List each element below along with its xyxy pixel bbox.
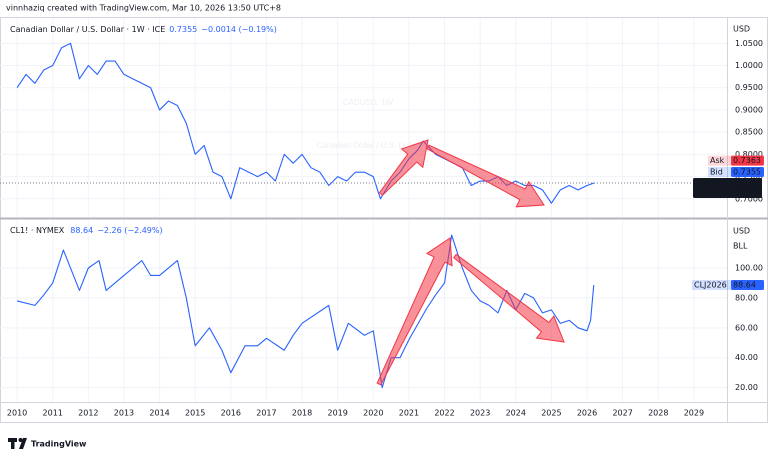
y-tick-label: 100.00 bbox=[735, 264, 763, 273]
x-tick-label: 2013 bbox=[114, 409, 134, 418]
y-tick-label: 0.8000 bbox=[735, 150, 763, 159]
price-badge-name-bg bbox=[692, 279, 731, 290]
price-badge-name-bg bbox=[708, 155, 731, 166]
watermark-subtitle: Canadian Dollar / U.S. Dollar bbox=[317, 141, 420, 150]
x-tick-label: 2017 bbox=[256, 409, 276, 418]
x-tick-label: 2024 bbox=[506, 409, 526, 418]
y-tick-label: 60.00 bbox=[735, 323, 758, 332]
unit: BLL bbox=[733, 242, 748, 251]
footer-logo: TradingView bbox=[31, 440, 87, 449]
legend-change: −2.26 (−2.49%) bbox=[97, 226, 162, 235]
price-badge-name: Bid bbox=[710, 168, 723, 177]
price-badge-value: 0.7355 bbox=[734, 179, 762, 188]
x-tick-label: 2014 bbox=[149, 409, 169, 418]
price-badge-name-bg bbox=[708, 167, 731, 178]
legend: CL1! · NYMEX 88.64 −2.26 (−2.49%) bbox=[10, 226, 163, 235]
y-tick-label: 80.00 bbox=[735, 293, 758, 302]
x-tick-label: 2027 bbox=[612, 409, 632, 418]
x-tick-label: 2029 bbox=[684, 409, 704, 418]
y-tick-label: 0.7000 bbox=[735, 194, 763, 203]
legend-name: CL1! · NYMEX bbox=[10, 226, 65, 235]
legend-price: 0.7355 bbox=[169, 25, 197, 34]
x-tick-label: 2021 bbox=[399, 409, 419, 418]
currency: USD bbox=[733, 25, 750, 34]
x-tick-label: 2011 bbox=[43, 409, 63, 418]
price-badge-name: Ask bbox=[710, 156, 725, 165]
x-tick-label: 2025 bbox=[541, 409, 561, 418]
annotation-arrow bbox=[426, 144, 545, 208]
price-badge bbox=[731, 279, 764, 290]
x-tick-label: 2028 bbox=[648, 409, 668, 418]
price-badge bbox=[731, 155, 764, 166]
x-tick-label: 2026 bbox=[577, 409, 597, 418]
legend: Canadian Dollar / U.S. Dollar · 1W · ICE… bbox=[10, 25, 277, 34]
y-tick-label: 0.9500 bbox=[735, 83, 763, 92]
price-badge-name: CLJ2026 bbox=[694, 280, 727, 289]
footer-logo-icon bbox=[8, 438, 27, 449]
x-tick-label: 2020 bbox=[363, 409, 383, 418]
y-tick-label: 20.00 bbox=[735, 383, 758, 392]
annotation-arrow bbox=[378, 139, 429, 196]
x-tick-label: 2022 bbox=[434, 409, 454, 418]
y-tick-label: 0.9000 bbox=[735, 105, 763, 114]
legend-price: 88.64 bbox=[70, 226, 93, 235]
legend-change: −0.0014 (−0.19%) bbox=[201, 25, 277, 34]
x-tick-label: 2019 bbox=[327, 409, 347, 418]
plot-layer: 0.70000.75000.80000.85000.90000.95001.00… bbox=[0, 18, 764, 418]
price-badge-value: 0.7355 bbox=[733, 168, 761, 177]
legend-name: Canadian Dollar / U.S. Dollar · 1W · ICE bbox=[10, 25, 165, 34]
price-badge-value: 0.7363 bbox=[733, 156, 761, 165]
price-line bbox=[16, 234, 595, 389]
annotation-arrow bbox=[453, 253, 565, 343]
x-tick-label: 2018 bbox=[292, 409, 312, 418]
x-tick-label: 2023 bbox=[470, 409, 490, 418]
y-tick-label: 0.8500 bbox=[735, 128, 763, 137]
y-tick-label: 1.0500 bbox=[735, 39, 763, 48]
price-badge bbox=[731, 167, 764, 178]
price-badge-name: CADUSD bbox=[696, 179, 734, 188]
countdown: 3d 17h bbox=[734, 189, 762, 198]
x-tick-label: 2012 bbox=[78, 409, 98, 418]
x-tick-label: 2015 bbox=[185, 409, 205, 418]
y-tick-label: 1.0000 bbox=[735, 61, 763, 70]
price-badge bbox=[693, 178, 762, 199]
y-tick-label: 40.00 bbox=[735, 353, 758, 362]
x-tick-label: 2010 bbox=[7, 409, 27, 418]
credit: vinnhaziq created with TradingView.com, … bbox=[6, 4, 281, 13]
price-badge-value: 88.64 bbox=[733, 280, 756, 289]
x-tick-label: 2016 bbox=[221, 409, 241, 418]
currency: USD bbox=[733, 227, 750, 236]
watermark-title: CADUSD, 1W bbox=[343, 98, 394, 107]
annotation-arrow bbox=[376, 237, 453, 386]
